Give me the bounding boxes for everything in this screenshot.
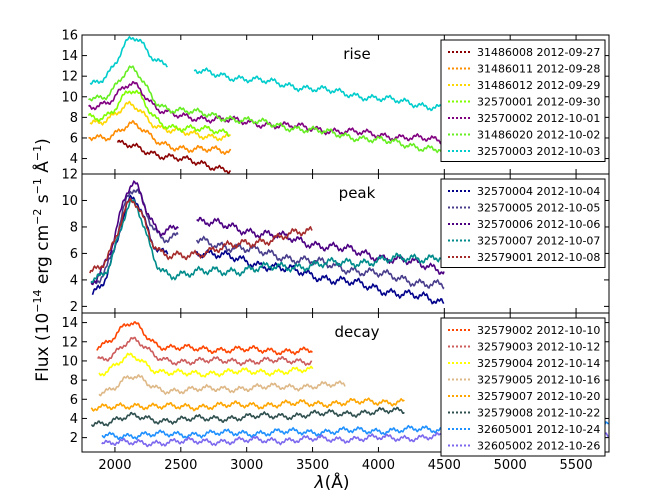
legend-label: 31486011 2012-09-28 [477,63,600,76]
series-line-31486008-2012-09-27 [116,139,232,174]
series-line-32570005-2012-10-05-seg0 [91,188,179,285]
series-line-31486011-2012-09-28 [88,119,232,156]
x-tick-label: 4000 [362,458,395,473]
series-line-32579007-2012-10-20 [90,397,405,412]
series-group [87,35,445,174]
legend: 31486008 2012-09-27 31486011 2012-09-28 31… [440,39,606,162]
legend-label: 32579007 2012-10-20 [477,390,600,403]
ylabel-exp1-text: −14 [31,290,44,313]
legend-label: 32579005 2012-10-16 [477,374,600,387]
series-line-32579008-2012-10-22 [91,406,405,427]
ylabel-s-text: s [33,194,53,208]
y-tick-label: 10 [61,194,78,209]
x-tick-label: 2000 [98,458,131,473]
ylabel-exp4-text: −1 [31,145,44,161]
xlabel-lambda-text: λ [314,473,325,493]
x-tick-label: 2500 [164,458,197,473]
svg-text:Flux (10−14 erg cm−2 s−1 Å−1): Flux (10−14 erg cm−2 s−1 Å−1) [31,138,53,382]
x-tick-label: 3500 [296,458,329,473]
y-axis-label: Flux (10−14 erg cm−2 s−1 Å−1) [31,138,53,382]
legend-label: 32570004 2012-10-04 [477,185,600,198]
series-line-32579001-2012-10-08 [89,197,313,274]
y-tick-label: 14 [61,316,78,331]
svg-text:λ(Å): λ(Å) [314,471,350,493]
series-line-32579005-2012-10-16 [98,374,346,397]
y-tick-label: 10 [61,90,78,105]
ylabel-exp3-text: −1 [31,178,44,194]
y-tick-label: 12 [61,335,78,350]
series-line-32579002-2012-10-10 [96,321,313,356]
series-line-32570004-2012-10-04-seg0 [91,194,169,296]
ylabel-main-text: Flux (10 [33,313,53,382]
y-tick-label: 4 [70,273,78,288]
y-tick-label: 14 [61,49,78,64]
y-tick-label: 12 [61,70,78,85]
panel-title: peak [339,184,376,202]
panel-peak: 2 4 6 8 10 12 peak 32570004 2012-10-04 32570005 … [61,168,610,315]
legend-box [440,39,606,162]
legend-label: 32579004 2012-10-14 [477,357,600,370]
y-tick-label: 4 [70,412,78,427]
series-group [89,179,445,305]
ylabel-mid-text: erg cm [33,225,53,290]
legend: 32579002 2012-10-10 32579003 2012-10-12 32… [440,317,606,457]
legend-label: 31486008 2012-09-27 [477,46,600,59]
legend-label: 32570007 2012-10-07 [477,235,600,248]
legend-label: 32570001 2012-09-30 [477,96,600,109]
series-line-32570003-2012-10-03-seg1 [193,67,445,112]
y-tick-label: 8 [70,111,78,126]
y-tick-label: 10 [61,354,78,369]
ylabel-close-text: ) [33,138,53,145]
series-line-32570003-2012-10-03-seg0 [89,35,168,85]
y-tick-label: 6 [70,393,78,408]
legend-label: 32570002 2012-10-01 [477,112,600,125]
y-tick-label: 6 [70,131,78,146]
series-line-31486020-2012-10-02 [88,65,445,154]
plot-frame [81,312,610,453]
series-line-32570004-2012-10-04-seg1 [195,248,445,305]
series-line-32579003-2012-10-12 [97,336,313,367]
panel-decay: 2000 2500 3000 3500 4000 4500 5000 5500 2 4 6 8 10 12… [61,312,610,473]
panel-title: rise [343,45,370,63]
x-tick-label: 5500 [560,458,593,473]
ylabel-exp2-text: −2 [31,209,44,225]
series-line-32570001-2012-09-30 [87,89,230,137]
y-tick-label: 8 [70,220,78,235]
series-line-32570007-2012-10-07 [90,198,445,284]
y-tick-label: 12 [61,168,78,183]
series-line-32570002-2012-10-01 [88,80,445,146]
x-tick-label: 4500 [428,458,461,473]
x-axis-label: λ(Å) [314,471,350,493]
legend-box [440,317,606,457]
series-line-32579004-2012-10-14 [98,352,314,378]
series-line-31486012-2012-09-29 [89,100,232,142]
legend-label: 31486012 2012-09-29 [477,79,600,92]
legend-label: 32579001 2012-10-08 [477,251,600,264]
y-tick-label: 2 [70,300,78,315]
y-tick-label: 8 [70,374,78,389]
panel-title: decay [334,323,379,341]
y-tick-label: 16 [61,29,78,44]
legend-label: 32605002 2012-10-26 [477,440,600,453]
xlabel-unit-text: (Å) [325,471,350,493]
legend-label: 32570006 2012-10-06 [477,218,600,231]
legend-label: 32579002 2012-10-10 [477,324,600,337]
y-tick-label: 2 [70,431,78,446]
legend-label: 32570005 2012-10-05 [477,202,600,215]
legend-label: 32579003 2012-10-12 [477,341,600,354]
x-tick-label: 5000 [494,458,527,473]
legend: 32570004 2012-10-04 32570005 2012-10-05 32… [440,178,606,268]
legend-label: 32579008 2012-10-22 [477,407,600,420]
ylabel-angstrom-text: Å [31,161,53,178]
y-tick-label: 6 [70,247,78,262]
y-tick-label: 4 [70,152,78,167]
x-tick-label: 3000 [230,458,263,473]
legend-label: 31486020 2012-10-02 [477,129,600,142]
legend-label: 32570003 2012-10-03 [477,145,600,158]
legend-label: 32605001 2012-10-24 [477,423,600,436]
